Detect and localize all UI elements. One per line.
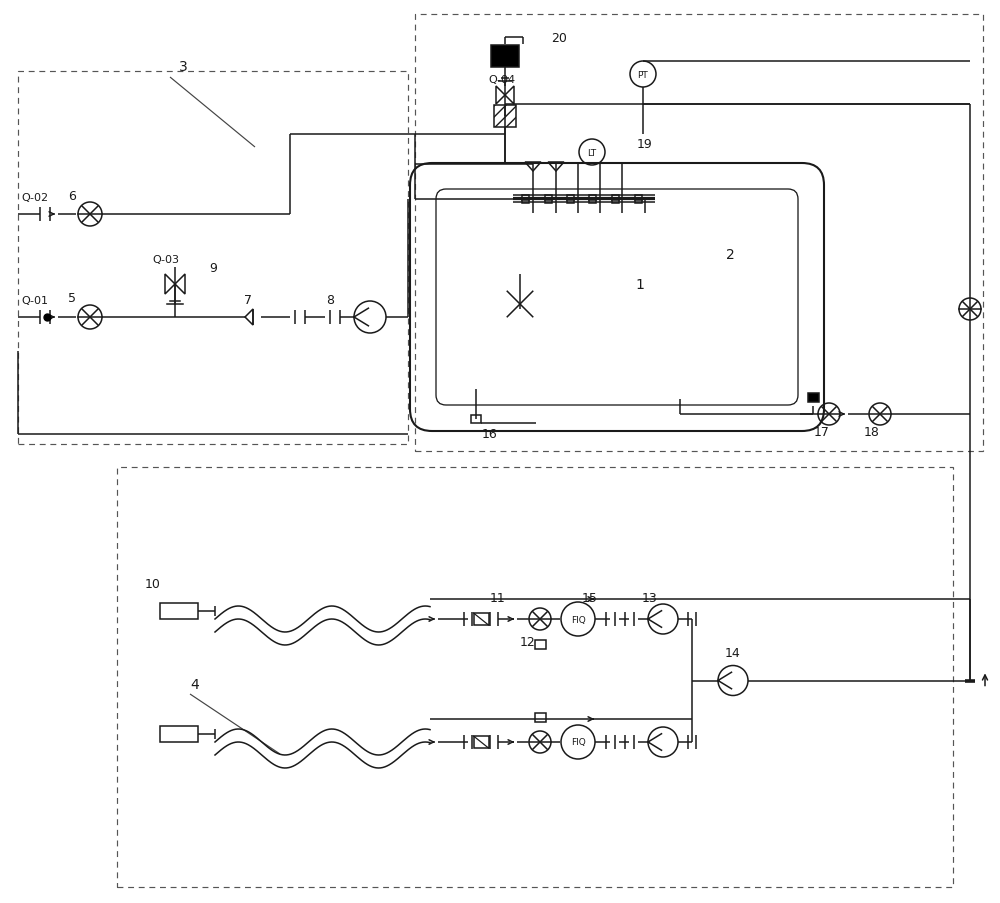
Bar [635,199,642,203]
Text: 18: 18 [864,426,880,439]
Bar [808,393,818,402]
Text: Q-01: Q-01 [21,295,48,305]
Bar [522,195,528,200]
Bar [415,15,983,452]
Text: 7: 7 [244,293,252,306]
Bar [474,613,489,625]
Text: 15: 15 [582,591,598,604]
Bar [612,199,618,203]
Bar [474,736,489,749]
Text: 19: 19 [637,138,653,152]
Text: FIQ: FIQ [571,615,585,624]
Bar [588,195,596,200]
Bar [588,199,596,203]
Text: 10: 10 [145,578,161,591]
Bar [534,640,546,648]
Bar [491,46,519,68]
Text: 4: 4 [191,677,199,691]
Bar [494,106,516,128]
Bar [160,603,198,619]
Text: 13: 13 [642,591,658,604]
Text: 5: 5 [68,293,76,305]
Bar [117,468,953,887]
Text: FIQ: FIQ [571,738,585,747]
Text: LT: LT [587,148,597,157]
Text: 12: 12 [520,635,536,647]
Bar [566,195,574,200]
Bar [544,195,552,200]
Bar [612,195,618,200]
Bar [635,195,642,200]
Text: PT: PT [638,70,648,79]
Bar [544,199,552,203]
Text: 14: 14 [725,647,741,659]
Bar [534,712,546,721]
Text: 20: 20 [551,32,567,44]
Text: 16: 16 [482,428,498,441]
Text: Q-04: Q-04 [488,75,515,85]
Text: 6: 6 [68,190,76,202]
Bar [471,415,481,424]
Text: 3: 3 [179,60,187,74]
Text: 8: 8 [326,293,334,306]
Bar [18,72,408,444]
Text: 2: 2 [726,247,734,262]
Text: Q-02: Q-02 [21,192,48,203]
Bar [566,199,574,203]
Text: 17: 17 [814,426,830,439]
Text: Q-03: Q-03 [152,255,179,265]
Text: 9: 9 [209,261,217,275]
Bar [160,726,198,742]
Text: 1: 1 [636,278,644,292]
Bar [522,199,528,203]
Text: 11: 11 [490,591,506,604]
